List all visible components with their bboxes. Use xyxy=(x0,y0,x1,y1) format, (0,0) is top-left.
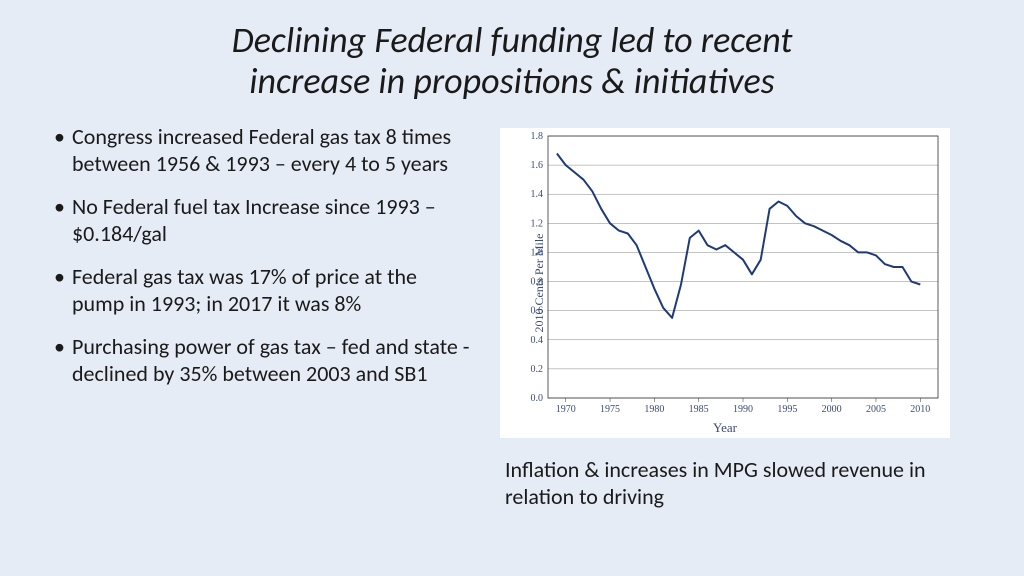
bullet-item: Purchasing power of gas tax – fed and st… xyxy=(50,333,470,388)
slide: Declining Federal funding led to recent … xyxy=(0,0,1024,576)
bullet-item: Congress increased Federal gas tax 8 tim… xyxy=(50,123,470,178)
chart-plot-area: 0.00.20.40.60.81.01.21.41.61.81970197519… xyxy=(548,136,938,398)
svg-text:2000: 2000 xyxy=(822,404,842,415)
content-row: Congress increased Federal gas tax 8 tim… xyxy=(50,123,974,511)
svg-text:2005: 2005 xyxy=(866,404,886,415)
chart-x-axis-label: Year xyxy=(713,420,737,436)
line-chart-svg: 0.00.20.40.60.81.01.21.41.61.81970197519… xyxy=(548,136,938,398)
chart-column: 2010 Cents Per Mile Year 0.00.20.40.60.8… xyxy=(500,123,974,511)
slide-title: Declining Federal funding led to recent … xyxy=(50,20,974,103)
bullet-column: Congress increased Federal gas tax 8 tim… xyxy=(50,123,470,511)
svg-text:0.0: 0.0 xyxy=(531,393,544,404)
bullet-list: Congress increased Federal gas tax 8 tim… xyxy=(50,123,470,388)
svg-text:2010: 2010 xyxy=(910,404,930,415)
svg-text:0.4: 0.4 xyxy=(531,335,544,346)
chart-caption: Inflation & increases in MPG slowed reve… xyxy=(500,456,974,511)
bullet-item: No Federal fuel tax Increase since 1993 … xyxy=(50,193,470,248)
svg-text:0.6: 0.6 xyxy=(531,305,544,316)
chart-container: 2010 Cents Per Mile Year 0.00.20.40.60.8… xyxy=(500,128,950,438)
svg-text:1.6: 1.6 xyxy=(531,160,544,171)
svg-text:1975: 1975 xyxy=(600,404,620,415)
svg-text:0.8: 0.8 xyxy=(531,276,544,287)
svg-text:1990: 1990 xyxy=(733,404,753,415)
svg-text:1.0: 1.0 xyxy=(531,247,544,258)
title-line-2: increase in propositions & initiatives xyxy=(249,59,774,103)
bullet-item: Federal gas tax was 17% of price at the … xyxy=(50,263,470,318)
svg-text:1.4: 1.4 xyxy=(531,189,544,200)
svg-text:1980: 1980 xyxy=(644,404,664,415)
svg-text:1985: 1985 xyxy=(689,404,709,415)
svg-text:1995: 1995 xyxy=(777,404,797,415)
svg-text:1.8: 1.8 xyxy=(531,131,544,142)
svg-text:1970: 1970 xyxy=(556,404,576,415)
title-line-1: Declining Federal funding led to recent xyxy=(232,18,793,62)
svg-text:1.2: 1.2 xyxy=(531,218,544,229)
svg-text:0.2: 0.2 xyxy=(531,364,544,375)
